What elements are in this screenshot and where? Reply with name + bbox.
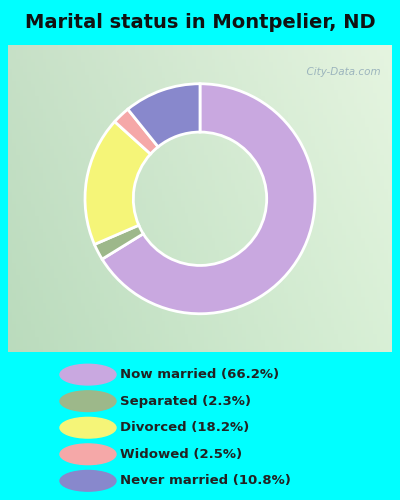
- Text: City-Data.com: City-Data.com: [300, 66, 380, 76]
- Text: Widowed (2.5%): Widowed (2.5%): [120, 448, 242, 461]
- Circle shape: [60, 391, 116, 411]
- Text: Now married (66.2%): Now married (66.2%): [120, 368, 279, 381]
- Text: Never married (10.8%): Never married (10.8%): [120, 474, 291, 488]
- Circle shape: [60, 418, 116, 438]
- Text: Marital status in Montpelier, ND: Marital status in Montpelier, ND: [25, 13, 375, 32]
- Text: Divorced (18.2%): Divorced (18.2%): [120, 421, 249, 434]
- Circle shape: [60, 470, 116, 491]
- Wedge shape: [94, 225, 143, 259]
- Wedge shape: [128, 84, 200, 147]
- Wedge shape: [85, 122, 150, 244]
- Circle shape: [60, 444, 116, 464]
- Wedge shape: [102, 84, 315, 314]
- Text: Separated (2.3%): Separated (2.3%): [120, 394, 251, 407]
- Circle shape: [60, 364, 116, 385]
- Wedge shape: [115, 109, 158, 154]
